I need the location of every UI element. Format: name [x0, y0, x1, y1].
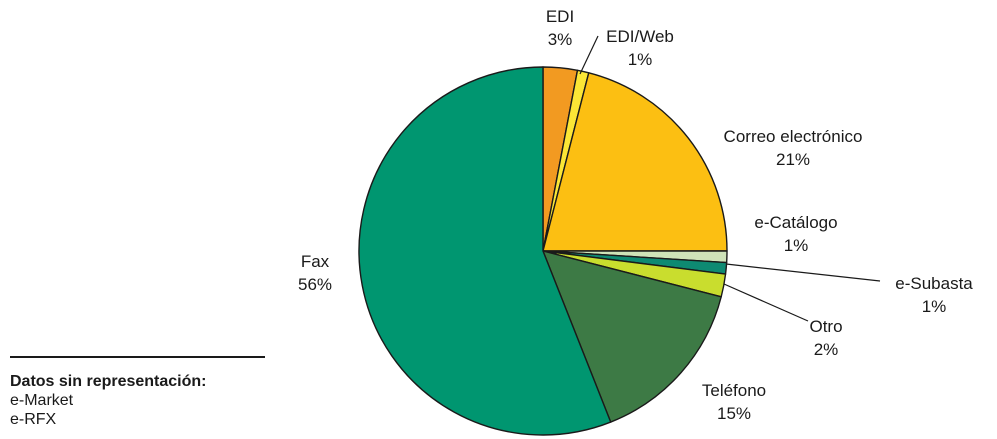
slice-percent-edi-web: 1% — [628, 50, 653, 69]
slice-name-telefono: Teléfono — [702, 381, 766, 400]
leader-line-edi-web — [579, 35, 599, 75]
slice-label-e-catalogo: e-Catálogo 1% — [754, 213, 837, 255]
slice-label-telefono: Teléfono 15% — [702, 381, 766, 423]
slice-name-otro: Otro — [809, 317, 842, 336]
pie-slice-fax — [358, 66, 612, 436]
slice-label-fax: Fax 56% — [298, 252, 332, 294]
leader-line-e-subasta — [725, 263, 881, 282]
pie-slice-correo-electronico — [542, 72, 728, 252]
pie-slices — [358, 66, 728, 436]
slice-percent-correo-electronico: 21% — [776, 150, 810, 169]
note-divider — [10, 356, 265, 358]
slice-label-e-subasta: e-Subasta 1% — [895, 274, 973, 316]
pie-slice-telefono — [542, 250, 722, 423]
note-item-emarket: e-Market — [10, 392, 74, 409]
slice-name-e-subasta: e-Subasta — [895, 274, 973, 293]
note-item-erfx: e-RFX — [10, 411, 57, 428]
slice-percent-fax: 56% — [298, 275, 332, 294]
leader-lines — [579, 35, 881, 322]
slice-label-edi-web: EDI/Web 1% — [606, 27, 674, 69]
slice-name-correo-electronico: Correo electrónico — [724, 127, 863, 146]
unrepresented-data-note: Datos sin representación: e-Market e-RFX — [10, 356, 265, 429]
slice-percent-otro: 2% — [814, 340, 839, 359]
slice-name-edi-web: EDI/Web — [606, 27, 674, 46]
slice-labels: EDI 3% EDI/Web 1% Correo electrónico 21% e-Cat… — [298, 7, 973, 423]
slice-label-correo-electronico: Correo electrónico 21% — [724, 127, 863, 169]
slice-percent-e-subasta: 1% — [922, 297, 947, 316]
slice-percent-edi: 3% — [548, 30, 573, 49]
slice-label-edi: EDI 3% — [546, 7, 574, 49]
slice-percent-telefono: 15% — [717, 404, 751, 423]
slice-label-otro: Otro 2% — [809, 317, 842, 359]
slice-percent-e-catalogo: 1% — [784, 236, 809, 255]
slice-name-fax: Fax — [301, 252, 330, 271]
leader-line-otro — [723, 283, 809, 322]
slice-name-edi: EDI — [546, 7, 574, 26]
slice-name-e-catalogo: e-Catálogo — [754, 213, 837, 232]
note-heading: Datos sin representación: — [10, 373, 207, 390]
